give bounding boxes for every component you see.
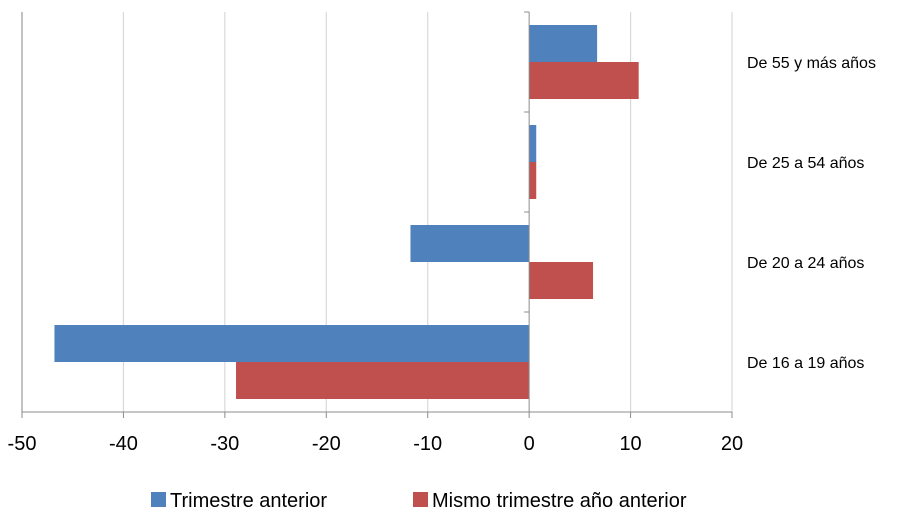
bars [54,25,639,399]
bar [529,262,594,299]
category-label: De 25 a 54 años [747,155,864,172]
bar [529,125,537,162]
bar [529,62,639,99]
legend: Trimestre anterior Mismo trimestre año an… [151,490,687,512]
x-tick-label: -50 [8,433,37,455]
x-tick-labels: -50 -40 -30 -20 -10 0 10 20 [8,433,744,455]
category-label: De 20 a 24 años [747,255,864,272]
category-labels: De 16 a 19 años De 20 a 24 años De 25 a 54… [747,55,876,372]
bar [529,25,598,62]
bar [410,225,530,262]
legend-swatch [413,492,428,507]
x-tick-label: -20 [312,433,341,455]
category-label: De 16 a 19 años [747,355,864,372]
axes [21,11,733,418]
legend-swatch [151,492,166,507]
x-tick-label: -30 [210,433,239,455]
bar [529,162,537,199]
bar [236,362,530,399]
x-tick-label: 20 [721,433,743,455]
x-tick-label: 0 [524,433,535,455]
x-tick-label: 10 [619,433,641,455]
legend-label: Trimestre anterior [170,490,327,512]
legend-label: Mismo trimestre año anterior [432,490,687,512]
category-label: De 55 y más años [747,55,876,72]
x-tick-label: -10 [413,433,442,455]
bar [54,325,530,362]
x-tick-label: -40 [109,433,138,455]
